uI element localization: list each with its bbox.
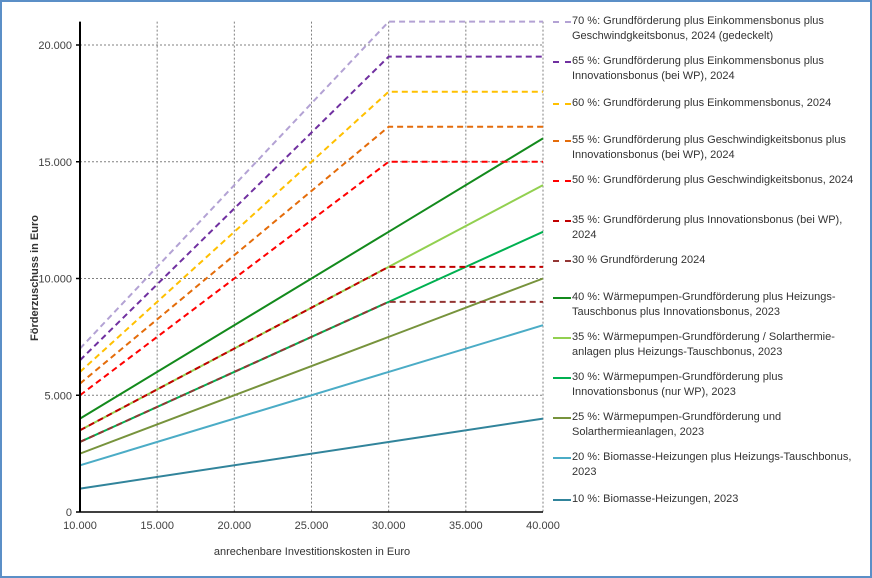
series-line <box>79 125 543 385</box>
x-tick-label: 30.000 <box>372 520 406 532</box>
series-line <box>79 265 543 432</box>
y-axis-label: Förderzuschuss in Euro <box>29 215 41 341</box>
legend-entry: 35 %: Grundförderung plus Innovationsbon… <box>572 214 843 241</box>
y-tick-label: 15.000 <box>38 157 72 169</box>
y-tick-label: 20.000 <box>38 40 72 52</box>
x-tick-label: 35.000 <box>449 520 483 532</box>
legend-marker <box>553 499 571 501</box>
legend-entry: 25 %: Wärmepumpen-Grundförderung und Sol… <box>572 411 782 438</box>
legend-marker <box>553 260 571 262</box>
x-tick-label: 10.000 <box>63 520 97 532</box>
legend-entry: 10 %: Biomasse-Heizungen, 2023 <box>572 493 739 505</box>
y-tick-label: 0 <box>66 507 72 519</box>
legend-entry: 35 %: Wärmepumpen-Grundförderung / Solar… <box>572 331 835 358</box>
legend-marker <box>553 103 571 105</box>
series-lines <box>79 20 544 490</box>
legend-marker <box>553 220 571 222</box>
legend-marker <box>553 21 571 23</box>
legend-marker <box>553 180 571 182</box>
series-line <box>79 184 544 432</box>
legend-marker <box>553 457 571 459</box>
legend-marker <box>553 297 571 299</box>
legend-entry: 65 %: Grundförderung plus Einkommensbonu… <box>572 55 824 82</box>
legend-marker <box>553 377 571 379</box>
series-line <box>79 137 544 420</box>
series-line <box>79 417 544 490</box>
legend-marker <box>553 140 571 142</box>
x-tick-label: 20.000 <box>218 520 252 532</box>
x-tick-label: 25.000 <box>295 520 329 532</box>
legend-marker <box>553 337 571 339</box>
series-line <box>79 20 543 350</box>
x-tick-label: 40.000 <box>526 520 560 532</box>
series-line <box>79 300 543 443</box>
legend-entry: 30 % Grundförderung 2024 <box>572 254 706 266</box>
legend-marker <box>553 417 571 419</box>
series-line <box>79 277 544 455</box>
axes: 10.000 15.000 20.000 25.000 30.000 35.000 40.0… <box>38 21 560 532</box>
legend-entry: 50 %: Grundförderung plus Geschwindigkei… <box>572 174 854 186</box>
legend-entry: 40 %: Wärmepumpen-Grundförderung plus He… <box>572 291 836 318</box>
series-line <box>79 55 543 361</box>
legend-entry: 60 %: Grundförderung plus Einkommensbonu… <box>572 97 832 109</box>
legend-entry: 20 %: Biomasse-Heizungen plus Heizungs-T… <box>572 451 852 478</box>
legend-entry: 30 %: Wärmepumpen-Grundförderung plus In… <box>572 371 783 398</box>
series-line <box>79 324 544 467</box>
y-tick-label: 10.000 <box>38 274 72 286</box>
legend-entry: 70 %: Grundförderung plus Einkommensbonu… <box>572 15 824 42</box>
legend-marker <box>553 61 571 63</box>
y-tick-label: 5.000 <box>44 390 72 402</box>
legend-entry: 55 %: Grundförderung plus Geschwindigkei… <box>572 134 846 161</box>
x-tick-label: 15.000 <box>140 520 174 532</box>
x-axis-label: anrechenbare Investitionskosten in Euro <box>214 546 410 558</box>
